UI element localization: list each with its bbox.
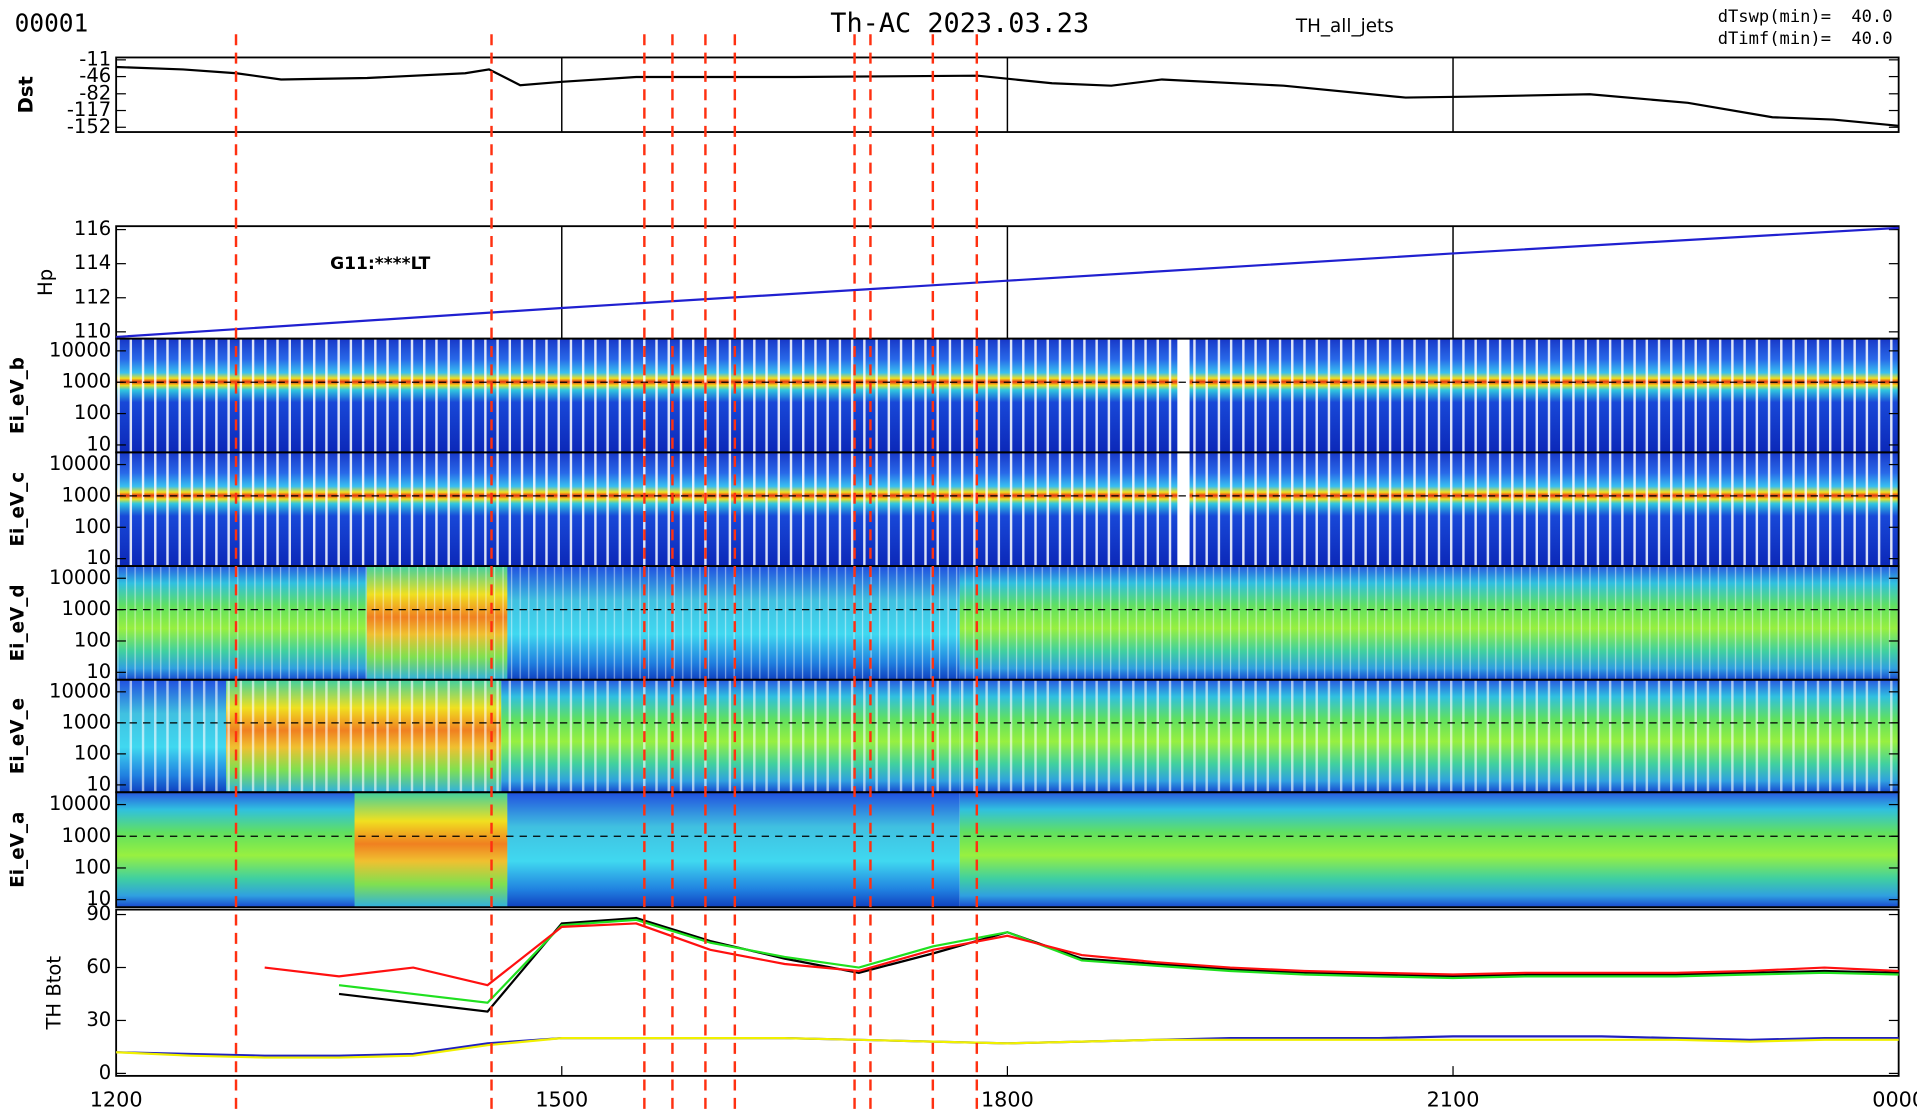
y-tick-label: 10 [86, 772, 111, 795]
y-tick-label: -117 [67, 98, 111, 121]
x-tick-label: 2100 [1427, 1087, 1480, 1111]
x-tick-label: 1200 [90, 1087, 143, 1111]
run-label: TH_all_jets [1295, 16, 1394, 37]
y-tick-label: 10 [86, 887, 111, 910]
annotation: G11:****LT [330, 254, 431, 274]
y-axis-label: Ei_eV_a [7, 812, 28, 888]
y-tick-label: 30 [86, 1008, 111, 1031]
y-tick-label: 100 [74, 401, 111, 424]
spectrogram-gaps [116, 679, 1899, 793]
y-tick-label: 0 [99, 1061, 111, 1084]
x-tick-label: 1800 [981, 1087, 1034, 1111]
y-tick-label: 1000 [62, 710, 112, 733]
y-axis-label: Ei_eV_b [7, 357, 28, 434]
x-tick-label: 0000 [1872, 1087, 1917, 1111]
spectrogram-a [354, 792, 508, 908]
y-tick-label: 10000 [49, 792, 111, 815]
y-tick-label: 1000 [62, 597, 112, 620]
y-axis-label: Dst [14, 76, 37, 113]
x-tick-label: 1500 [535, 1087, 588, 1111]
y-tick-label: 116 [74, 217, 111, 240]
title: Th-AC 2023.03.23 [830, 8, 1089, 39]
y-tick-label: 10 [86, 660, 111, 683]
spectrogram-gaps [116, 338, 1899, 453]
y-tick-label: 10000 [49, 566, 111, 589]
y-tick-label: 114 [74, 251, 111, 274]
spectrogram-a [959, 792, 1899, 908]
param-value: 40.0 [1851, 29, 1892, 49]
data-line [116, 226, 1899, 339]
y-tick-label: 10 [86, 546, 111, 569]
data-line [116, 1036, 1899, 1059]
y-tick-label: 1000 [62, 370, 112, 393]
y-tick-label: 112 [74, 285, 111, 308]
param-value: 40.0 [1851, 7, 1892, 27]
y-tick-label: 10000 [49, 679, 111, 702]
y-tick-label: 100 [74, 628, 111, 651]
y-axis-label: Hp [34, 269, 57, 296]
y-tick-label: 10000 [49, 452, 111, 475]
y-axis-label: TH Btot [43, 956, 66, 1031]
y-axis-label: Ei_eV_c [7, 472, 28, 547]
y-tick-label: 100 [74, 741, 111, 764]
y-tick-label: 110 [74, 319, 111, 342]
data-line [338, 916, 1899, 1013]
y-axis-label: Ei_eV_e [7, 698, 28, 774]
y-tick-label: 100 [74, 855, 111, 878]
y-tick-label: 100 [74, 515, 111, 538]
spectrogram-images [116, 338, 1899, 908]
y-tick-label: 90 [86, 902, 111, 925]
data-line [264, 922, 1899, 987]
y-tick-label: -11 [79, 47, 111, 70]
y-tick-label: 1000 [62, 483, 112, 506]
data-line [338, 918, 1899, 1004]
param-name: dTswp(min)= [1718, 7, 1831, 27]
y-tick-label: -152 [67, 115, 111, 138]
y-tick-label: -46 [79, 64, 111, 87]
spectrogram-gaps [116, 566, 1899, 680]
y-tick-label: -82 [79, 81, 111, 104]
param-name: dTimf(min)= [1718, 29, 1831, 49]
spectrogram-gaps [116, 452, 1899, 567]
y-tick-label: 10 [86, 432, 111, 455]
y-tick-label: 10000 [49, 338, 111, 361]
panel-frame [115, 791, 1900, 909]
y-tick-label: 1000 [62, 824, 112, 847]
record-id: 00001 [15, 8, 89, 37]
y-tick-label: 60 [86, 955, 111, 978]
spectrogram-a [507, 792, 960, 908]
y-axis-label: Ei_eV_d [7, 584, 28, 661]
